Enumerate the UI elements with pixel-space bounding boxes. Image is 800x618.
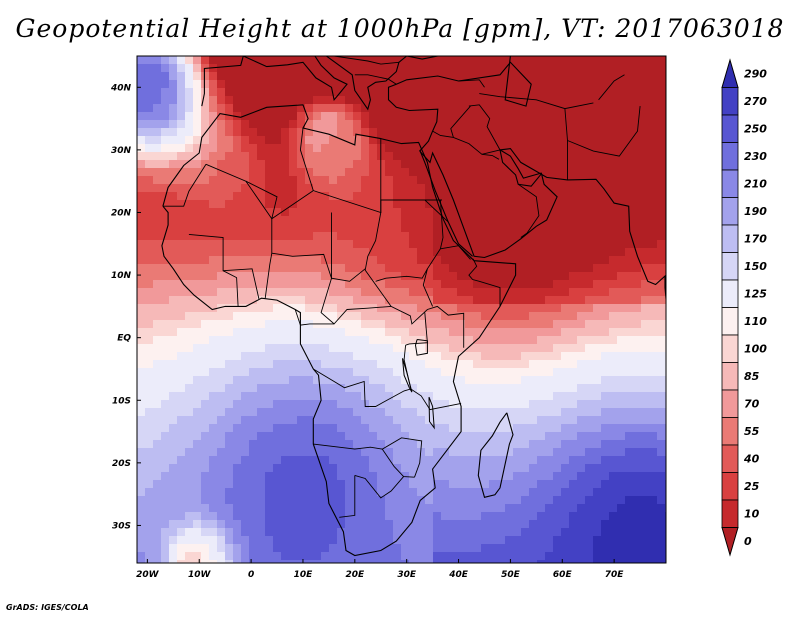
colorbar-level-label: 230 xyxy=(744,150,767,163)
colorbar-level-label: 210 xyxy=(744,177,767,190)
colorbar-swatch xyxy=(721,362,739,391)
colorbar-level-label: 70 xyxy=(744,397,760,410)
colorbar-swatch xyxy=(721,87,739,116)
lon-tick-label: 10W xyxy=(188,570,212,580)
colorbar-level-label: 40 xyxy=(743,452,760,465)
colorbar-level-label: 10 xyxy=(744,507,760,520)
colorbar-swatch xyxy=(721,224,739,253)
lat-tick-label: 10S xyxy=(112,396,131,406)
lon-tick-label: 20W xyxy=(136,570,160,580)
colorbar-swatch xyxy=(721,114,739,143)
colorbar-level-label: 250 xyxy=(744,122,767,135)
lat-tick-label: 30S xyxy=(112,521,131,531)
colorbar-swatch xyxy=(721,279,739,308)
lon-tick-label: 20E xyxy=(345,570,365,580)
colorbar-swatch xyxy=(721,417,739,446)
lon-tick-label: 50E xyxy=(501,570,521,580)
colorbar-swatch xyxy=(721,197,739,226)
colorbar-swatch xyxy=(721,444,739,473)
plot-frame xyxy=(136,55,667,564)
colorbar-swatch xyxy=(721,389,739,418)
colorbar-top-arrow xyxy=(721,58,739,88)
lat-tick-label: 20N xyxy=(111,208,132,218)
colorbar-level-label: 85 xyxy=(744,370,760,383)
chart-title: Geopotential Height at 1000hPa [gpm], VT… xyxy=(15,14,785,43)
lat-tick-label: 30N xyxy=(111,146,132,156)
colorbar-swatch xyxy=(721,142,739,171)
lon-tick-label: 10E xyxy=(294,570,314,580)
lat-tick-label: 20S xyxy=(112,459,131,469)
lon-tick-labels: 20W 10W 0 10E 20E 30E 40E 50E 60E 70E xyxy=(136,559,624,580)
coastline-borders xyxy=(161,56,666,557)
colorbar-level-label: 25 xyxy=(744,480,760,493)
lat-tick-label: 10N xyxy=(111,271,132,281)
colorbar-bottom-arrow xyxy=(721,527,739,557)
lon-tick-label: 0 xyxy=(248,570,254,580)
colorbar-level-label: 125 xyxy=(744,287,767,300)
colorbar-swatch xyxy=(721,252,739,281)
colorbar-level-label: 0 xyxy=(744,535,752,548)
colorbar-swatch xyxy=(721,307,739,336)
footer-credit: GrADS: IGES/COLA xyxy=(6,603,89,612)
colorbar-swatch xyxy=(721,334,739,363)
colorbar-level-label: 170 xyxy=(744,232,767,245)
lon-tick-label: 30E xyxy=(397,570,417,580)
colorbar-swatch xyxy=(721,472,739,501)
colorbar-swatch xyxy=(721,169,739,198)
colorbar-level-label: 55 xyxy=(744,425,760,438)
lon-tick-label: 40E xyxy=(448,570,469,580)
colorbar-level-label: 290 xyxy=(744,67,767,80)
lat-tick-label: EQ xyxy=(117,334,131,344)
geopotential-field xyxy=(137,56,666,563)
lat-tick-labels: 40N 30N 20N 10N EQ 10S 20S 30S xyxy=(110,83,141,531)
lat-tick-label: 40N xyxy=(110,83,132,93)
colorbar-level-label: 190 xyxy=(744,205,767,218)
colorbar-swatch xyxy=(721,499,739,528)
lon-tick-label: 60E xyxy=(553,570,573,580)
colorbar-level-label: 100 xyxy=(744,342,767,355)
colorbar-level-label: 270 xyxy=(744,95,767,108)
lon-tick-label: 70E xyxy=(605,570,625,580)
colorbar-level-label: 150 xyxy=(744,260,767,273)
colorbar-level-label: 110 xyxy=(744,315,767,328)
